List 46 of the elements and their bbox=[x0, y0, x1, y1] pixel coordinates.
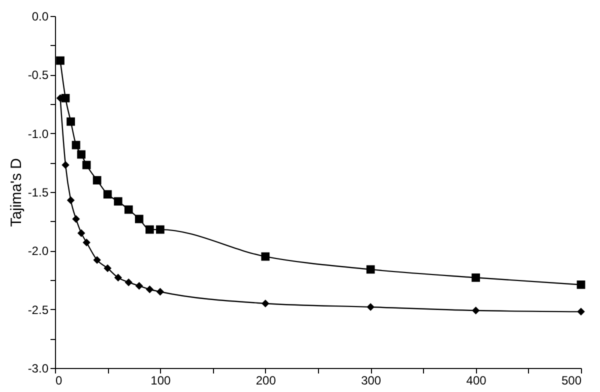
point bbox=[77, 229, 86, 237]
point bbox=[114, 274, 122, 282]
point bbox=[156, 288, 164, 296]
point bbox=[145, 225, 154, 234]
point bbox=[77, 150, 86, 159]
point bbox=[366, 303, 374, 311]
y-tick-label: -2.0 bbox=[28, 244, 49, 258]
point bbox=[66, 196, 75, 204]
point bbox=[82, 160, 91, 170]
x-tick-label: 200 bbox=[256, 374, 276, 388]
y-tick-label: -2.5 bbox=[28, 302, 49, 317]
y-tick-label: 0.0 bbox=[32, 10, 49, 24]
point bbox=[134, 214, 144, 224]
y-tick-label: -0.5 bbox=[28, 68, 49, 82]
point bbox=[72, 140, 80, 150]
point bbox=[62, 161, 70, 169]
point bbox=[576, 280, 586, 289]
point bbox=[366, 265, 375, 274]
point bbox=[56, 56, 64, 65]
point bbox=[104, 264, 112, 272]
x-tick-label: 100 bbox=[150, 374, 172, 388]
point bbox=[114, 197, 122, 206]
y-tick-label: -1.0 bbox=[28, 126, 49, 141]
x-tick-label: 500 bbox=[561, 374, 582, 388]
point bbox=[124, 205, 133, 214]
point bbox=[93, 256, 101, 264]
point bbox=[124, 278, 133, 286]
point bbox=[472, 306, 480, 314]
y-tick-label: -3.0 bbox=[28, 362, 49, 376]
point bbox=[72, 215, 80, 223]
y-axis-title: Tajima's D bbox=[8, 158, 25, 227]
point bbox=[135, 282, 144, 290]
y-tick-label: -1.5 bbox=[28, 186, 49, 200]
point bbox=[472, 273, 480, 282]
x-tick-label: 300 bbox=[361, 374, 382, 388]
point bbox=[261, 252, 270, 261]
x-tick-label: 400 bbox=[466, 374, 487, 388]
x-tick-label: 0 bbox=[56, 374, 62, 388]
point bbox=[66, 117, 75, 126]
point bbox=[146, 286, 154, 294]
point bbox=[156, 225, 164, 234]
point bbox=[103, 190, 112, 199]
point bbox=[262, 300, 270, 308]
point bbox=[577, 308, 585, 316]
point bbox=[82, 238, 90, 246]
point bbox=[92, 176, 102, 184]
